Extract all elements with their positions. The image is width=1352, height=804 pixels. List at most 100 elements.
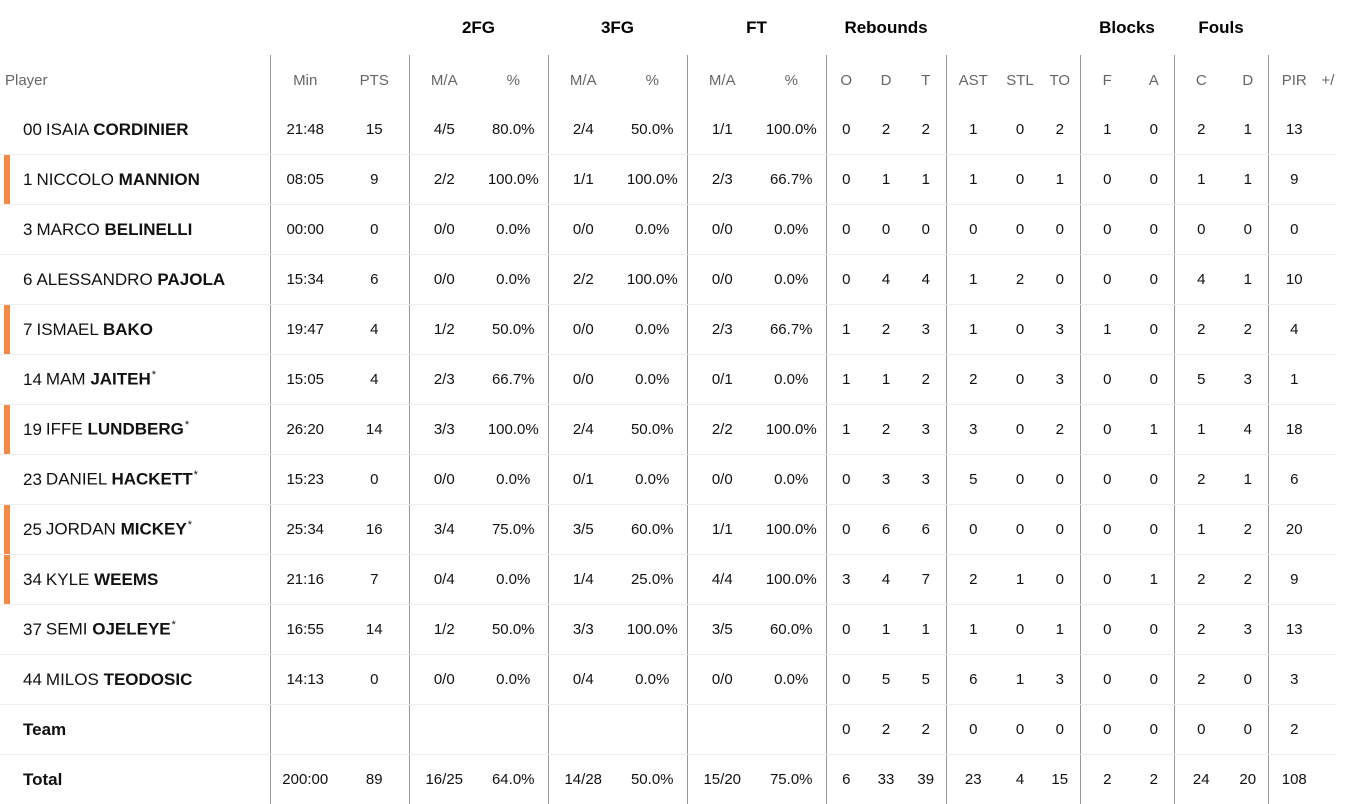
- cell-plus-minus: [1320, 655, 1336, 705]
- cell-reb-t: 5: [906, 655, 946, 705]
- cell-foul-c: 2: [1174, 305, 1228, 355]
- cell-fg3-ma: 2/4: [548, 105, 618, 155]
- col-header-reb-o[interactable]: O: [826, 55, 866, 105]
- cell-pir: 9: [1268, 155, 1320, 205]
- col-header-pir[interactable]: PIR: [1268, 55, 1320, 105]
- starter-mark: *: [172, 619, 176, 631]
- group-header-3fg: 3FG: [548, 0, 687, 55]
- column-header-row: Player Min PTS M/A % M/A % M/A % O D T A…: [0, 55, 1336, 105]
- col-header-reb-t[interactable]: T: [906, 55, 946, 105]
- cell-foul-c: 2: [1174, 655, 1228, 705]
- row-highlight-marker: [4, 305, 10, 355]
- col-header-plus-minus[interactable]: +/: [1320, 55, 1336, 105]
- player-first-name: KYLE: [46, 570, 89, 589]
- cell-reb-t: 1: [906, 605, 946, 655]
- cell-foul-c: 2: [1174, 105, 1228, 155]
- cell-blk-a: 0: [1134, 605, 1174, 655]
- cell-foul-c: 1: [1174, 405, 1228, 455]
- cell-ft-pct: 100.0%: [757, 105, 826, 155]
- col-header-player[interactable]: Player: [0, 55, 270, 105]
- col-header-blk-a[interactable]: A: [1134, 55, 1174, 105]
- col-header-ft-ma[interactable]: M/A: [687, 55, 757, 105]
- cell-blk-f: 0: [1080, 605, 1134, 655]
- cell-ast: 1: [946, 305, 1000, 355]
- col-header-2fg-ma[interactable]: M/A: [409, 55, 479, 105]
- cell-reb-d: 6: [866, 505, 906, 555]
- cell-reb-t: 3: [906, 405, 946, 455]
- group-header-spacer-3: [1268, 0, 1336, 55]
- cell-foul-d: 2: [1228, 305, 1268, 355]
- cell-blk-f: 0: [1080, 155, 1134, 205]
- cell-ft-ma: 2/3: [687, 155, 757, 205]
- cell-ft-ma: 2/3: [687, 305, 757, 355]
- cell-min: 16:55: [270, 605, 340, 655]
- player-number: 37: [23, 620, 42, 639]
- cell-to: 3: [1040, 305, 1080, 355]
- cell-ft-pct: 0.0%: [757, 205, 826, 255]
- col-header-foul-d[interactable]: D: [1228, 55, 1268, 105]
- col-header-foul-c[interactable]: C: [1174, 55, 1228, 105]
- cell-blk-a: 0: [1134, 255, 1174, 305]
- cell-ast: 1: [946, 155, 1000, 205]
- col-header-to[interactable]: TO: [1040, 55, 1080, 105]
- col-header-ft-pct[interactable]: %: [757, 55, 826, 105]
- col-header-ast[interactable]: AST: [946, 55, 1000, 105]
- col-header-stl[interactable]: STL: [1000, 55, 1040, 105]
- cell-min: 14:13: [270, 655, 340, 705]
- cell-fg3-ma: [548, 705, 618, 755]
- player-number: 1: [23, 170, 32, 189]
- cell-blk-f: 1: [1080, 105, 1134, 155]
- cell-foul-d: 1: [1228, 105, 1268, 155]
- cell-fg2-ma: 3/3: [409, 405, 479, 455]
- cell-fg2-pct: 50.0%: [479, 305, 548, 355]
- cell-reb-o: 0: [826, 655, 866, 705]
- col-header-3fg-ma[interactable]: M/A: [548, 55, 618, 105]
- cell-reb-o: 3: [826, 555, 866, 605]
- cell-fg2-pct: 0.0%: [479, 455, 548, 505]
- cell-to: 1: [1040, 605, 1080, 655]
- cell-fg3-ma: 0/0: [548, 355, 618, 405]
- cell-reb-o: 0: [826, 255, 866, 305]
- col-header-reb-d[interactable]: D: [866, 55, 906, 105]
- cell-stl: 0: [1000, 455, 1040, 505]
- cell-foul-c: 0: [1174, 705, 1228, 755]
- col-header-2fg-pct[interactable]: %: [479, 55, 548, 105]
- cell-foul-c: 1: [1174, 505, 1228, 555]
- cell-fg3-pct: 60.0%: [618, 505, 687, 555]
- group-header-row: 2FG 3FG FT Rebounds Blocks Fouls: [0, 0, 1336, 55]
- cell-reb-o: 1: [826, 405, 866, 455]
- cell-plus-minus: [1320, 155, 1336, 205]
- cell-reb-d: 2: [866, 305, 906, 355]
- row-highlight-marker: [4, 555, 10, 605]
- col-header-3fg-pct[interactable]: %: [618, 55, 687, 105]
- cell-ft-pct: 60.0%: [757, 605, 826, 655]
- cell-ft-pct: [757, 705, 826, 755]
- cell-plus-minus: [1320, 205, 1336, 255]
- cell-reb-o: 0: [826, 455, 866, 505]
- cell-fg2-pct: 66.7%: [479, 355, 548, 405]
- cell-ft-ma: [687, 705, 757, 755]
- cell-ast: 2: [946, 355, 1000, 405]
- cell-blk-a: 0: [1134, 455, 1174, 505]
- cell-ft-pct: 100.0%: [757, 505, 826, 555]
- col-header-blk-f[interactable]: F: [1080, 55, 1134, 105]
- col-header-pts[interactable]: PTS: [340, 55, 409, 105]
- col-header-min[interactable]: Min: [270, 55, 340, 105]
- cell-reb-o: 0: [826, 155, 866, 205]
- cell-blk-f: 1: [1080, 305, 1134, 355]
